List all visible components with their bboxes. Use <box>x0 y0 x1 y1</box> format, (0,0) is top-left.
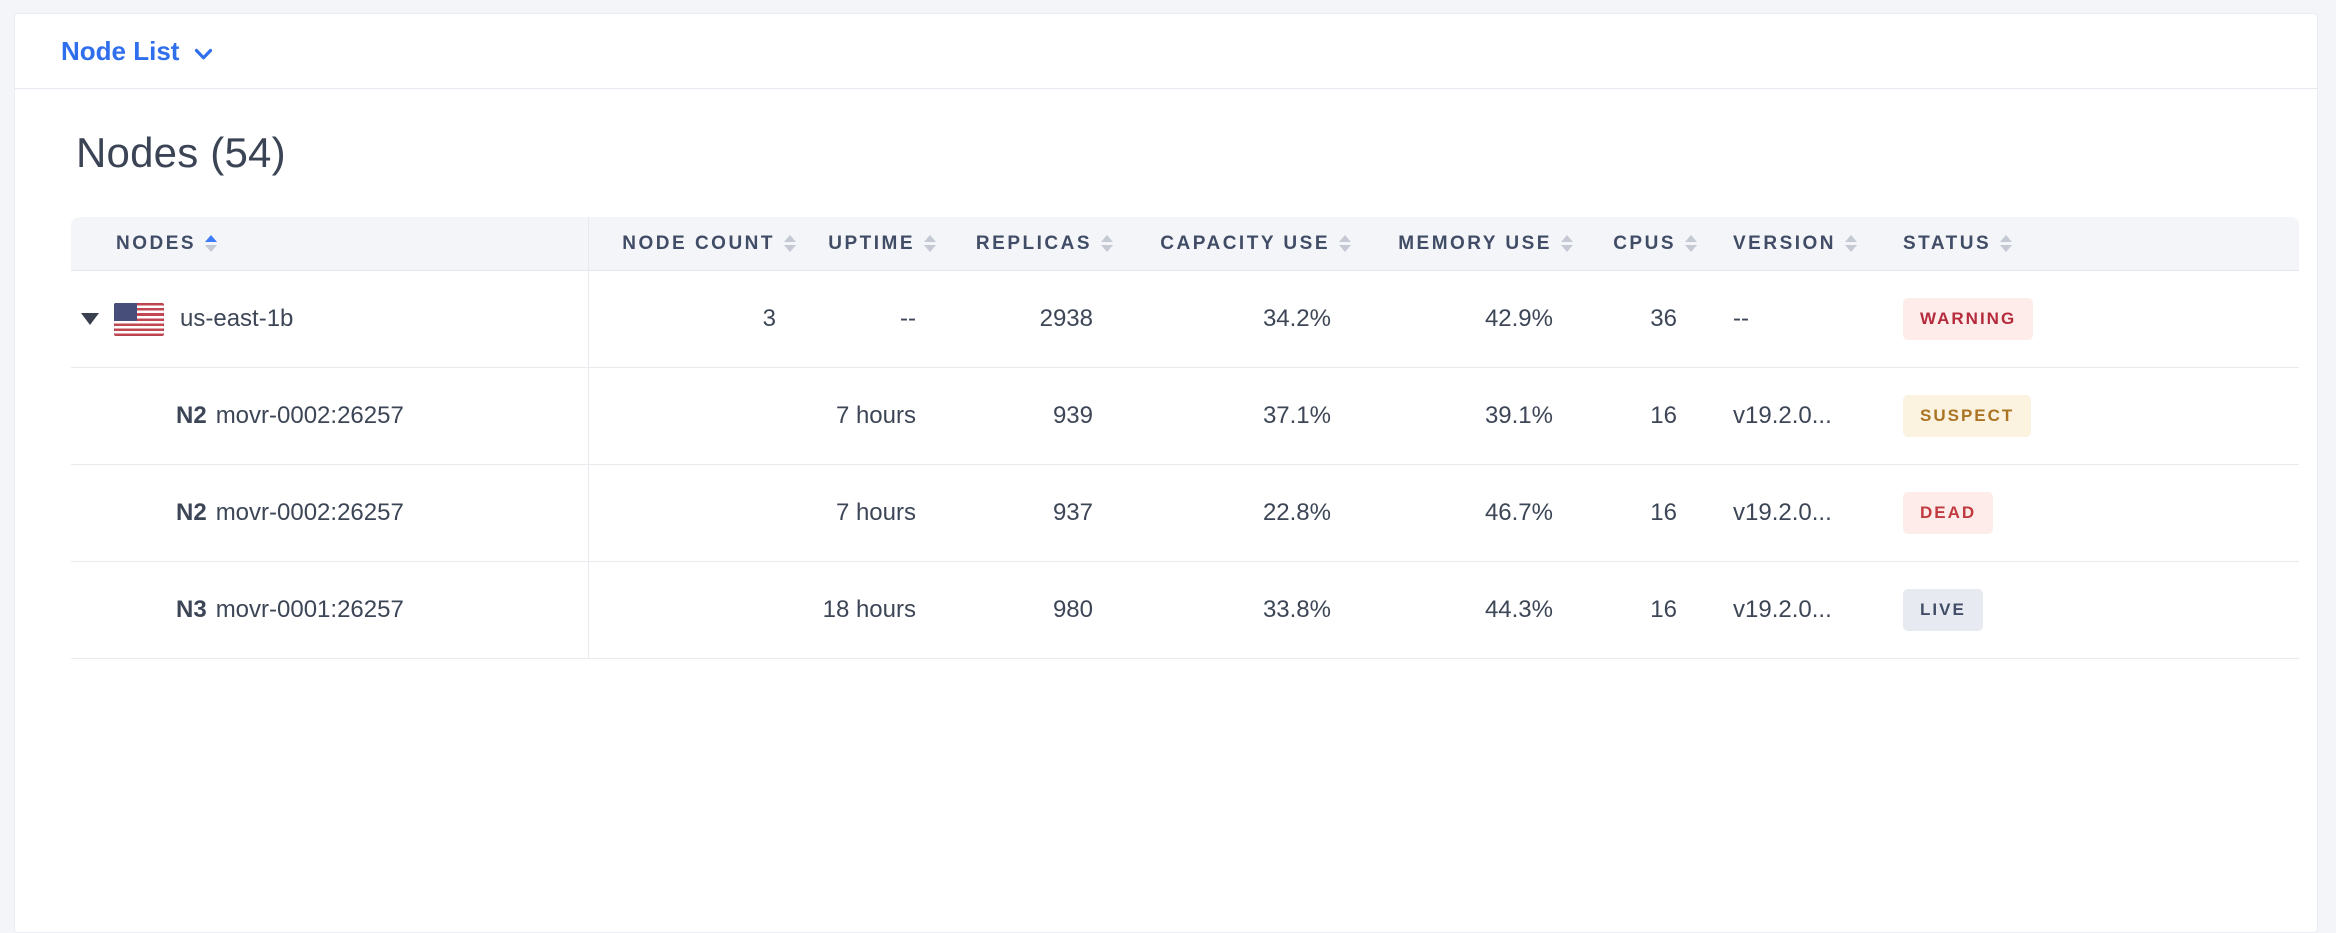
cell-capacity-use: 34.2% <box>1262 305 1331 332</box>
column-divider <box>588 217 589 659</box>
column-header-label: STATUS <box>1903 232 1992 254</box>
cell-uptime: 18 hours <box>822 596 916 623</box>
us-flag-icon <box>114 302 164 336</box>
cell-status: LIVE <box>1901 589 2299 631</box>
column-header-version[interactable]: VERSION <box>1705 233 1901 255</box>
cell-version: -- <box>1733 305 1749 332</box>
cell-status: DEAD <box>1901 492 2299 534</box>
node-cell: N2 movr-0002:26257 <box>71 499 588 527</box>
status-badge: LIVE <box>1903 589 1983 631</box>
sort-icon <box>784 235 796 252</box>
column-header-cpus[interactable]: CPUS <box>1581 233 1705 255</box>
cell-cpus: 16 <box>1650 402 1677 429</box>
cell-uptime: 7 hours <box>835 499 916 526</box>
cell-memory-use: 42.9% <box>1484 305 1553 332</box>
nodes-table: NODES NODE COUNT UPTIME REPLICAS CAPACIT… <box>71 217 2299 659</box>
cell-replicas: 2938 <box>1039 305 1093 332</box>
table-row-region[interactable]: us-east-1b 3 -- 2938 34.2% 42.9% 36 -- W… <box>71 271 2299 368</box>
node-cell: N3 movr-0001:26257 <box>71 596 588 624</box>
node-address: movr-0001:26257 <box>215 596 404 623</box>
column-header-label: UPTIME <box>828 232 915 254</box>
sort-icon <box>1339 235 1351 252</box>
node-address: movr-0002:26257 <box>215 402 404 429</box>
sort-icon <box>1845 235 1858 252</box>
sort-icon <box>2000 235 2013 252</box>
region-cell: us-east-1b <box>71 302 588 336</box>
sort-icon <box>1101 235 1113 252</box>
cell-replicas: 980 <box>1052 596 1093 623</box>
view-switcher-dropdown[interactable]: Node List <box>61 34 213 68</box>
page-title: Nodes (54) <box>76 129 286 176</box>
cell-memory-use: 44.3% <box>1484 596 1553 623</box>
table-body: us-east-1b 3 -- 2938 34.2% 42.9% 36 -- W… <box>71 271 2299 659</box>
table-header-row: NODES NODE COUNT UPTIME REPLICAS CAPACIT… <box>71 217 2299 271</box>
column-header-label: NODE COUNT <box>622 232 775 254</box>
node-cell: N2 movr-0002:26257 <box>71 402 588 430</box>
cell-node-count: 3 <box>762 305 776 332</box>
cell-version: v19.2.0... <box>1733 402 1832 429</box>
column-header-label: NODES <box>116 232 197 254</box>
column-header-label: CAPACITY USE <box>1160 232 1330 254</box>
cell-cpus: 36 <box>1650 305 1677 332</box>
column-header-capacity-use[interactable]: CAPACITY USE <box>1121 233 1359 255</box>
status-badge: WARNING <box>1903 298 2034 340</box>
cell-status: SUSPECT <box>1901 395 2299 437</box>
column-header-node-count[interactable]: NODE COUNT <box>588 233 804 255</box>
cell-uptime: -- <box>900 305 916 332</box>
node-list-card: Node List Nodes (54) NODES NODE COUNT UP… <box>14 13 2318 933</box>
sort-icon <box>924 235 936 252</box>
sort-icon <box>1685 235 1697 252</box>
column-header-uptime[interactable]: UPTIME <box>804 233 944 255</box>
node-id: N3 <box>176 596 207 623</box>
view-switcher-bar: Node List <box>15 14 2317 89</box>
cell-replicas: 937 <box>1052 499 1093 526</box>
node-id: N2 <box>176 402 207 429</box>
cell-capacity-use: 22.8% <box>1262 499 1331 526</box>
region-name: us-east-1b <box>180 305 294 332</box>
column-header-replicas[interactable]: REPLICAS <box>944 233 1121 255</box>
column-header-label: CPUS <box>1613 232 1676 254</box>
status-badge: DEAD <box>1903 492 1994 534</box>
cell-cpus: 16 <box>1650 596 1677 623</box>
column-header-label: REPLICAS <box>975 232 1092 254</box>
cell-status: WARNING <box>1901 298 2299 340</box>
column-header-label: MEMORY USE <box>1398 232 1552 254</box>
node-address: movr-0002:26257 <box>215 499 404 526</box>
cell-memory-use: 46.7% <box>1484 499 1553 526</box>
sort-icon <box>1561 235 1573 252</box>
cell-replicas: 939 <box>1052 402 1093 429</box>
status-badge: SUSPECT <box>1903 395 2032 437</box>
expand-toggle-icon[interactable] <box>81 313 99 325</box>
column-header-memory-use[interactable]: MEMORY USE <box>1359 233 1581 255</box>
node-id: N2 <box>176 499 207 526</box>
cell-cpus: 16 <box>1650 499 1677 526</box>
cell-capacity-use: 37.1% <box>1262 402 1331 429</box>
view-switcher-label: Node List <box>61 35 180 66</box>
cell-memory-use: 39.1% <box>1484 402 1553 429</box>
table-row-node[interactable]: N2 movr-0002:26257 7 hours 937 22.8% 46.… <box>71 465 2299 562</box>
cell-version: v19.2.0... <box>1733 596 1832 623</box>
column-header-status[interactable]: STATUS <box>1901 233 2299 255</box>
cell-uptime: 7 hours <box>835 402 916 429</box>
table-header: NODES NODE COUNT UPTIME REPLICAS CAPACIT… <box>71 217 2299 271</box>
cell-capacity-use: 33.8% <box>1262 596 1331 623</box>
chevron-down-icon <box>194 37 213 68</box>
sort-asc-icon <box>205 235 218 252</box>
column-header-label: VERSION <box>1733 232 1837 254</box>
table-row-node[interactable]: N3 movr-0001:26257 18 hours 980 33.8% 44… <box>71 562 2299 659</box>
cell-version: v19.2.0... <box>1733 499 1832 526</box>
column-header-nodes[interactable]: NODES <box>71 233 588 255</box>
table-row-node[interactable]: N2 movr-0002:26257 7 hours 939 37.1% 39.… <box>71 368 2299 465</box>
